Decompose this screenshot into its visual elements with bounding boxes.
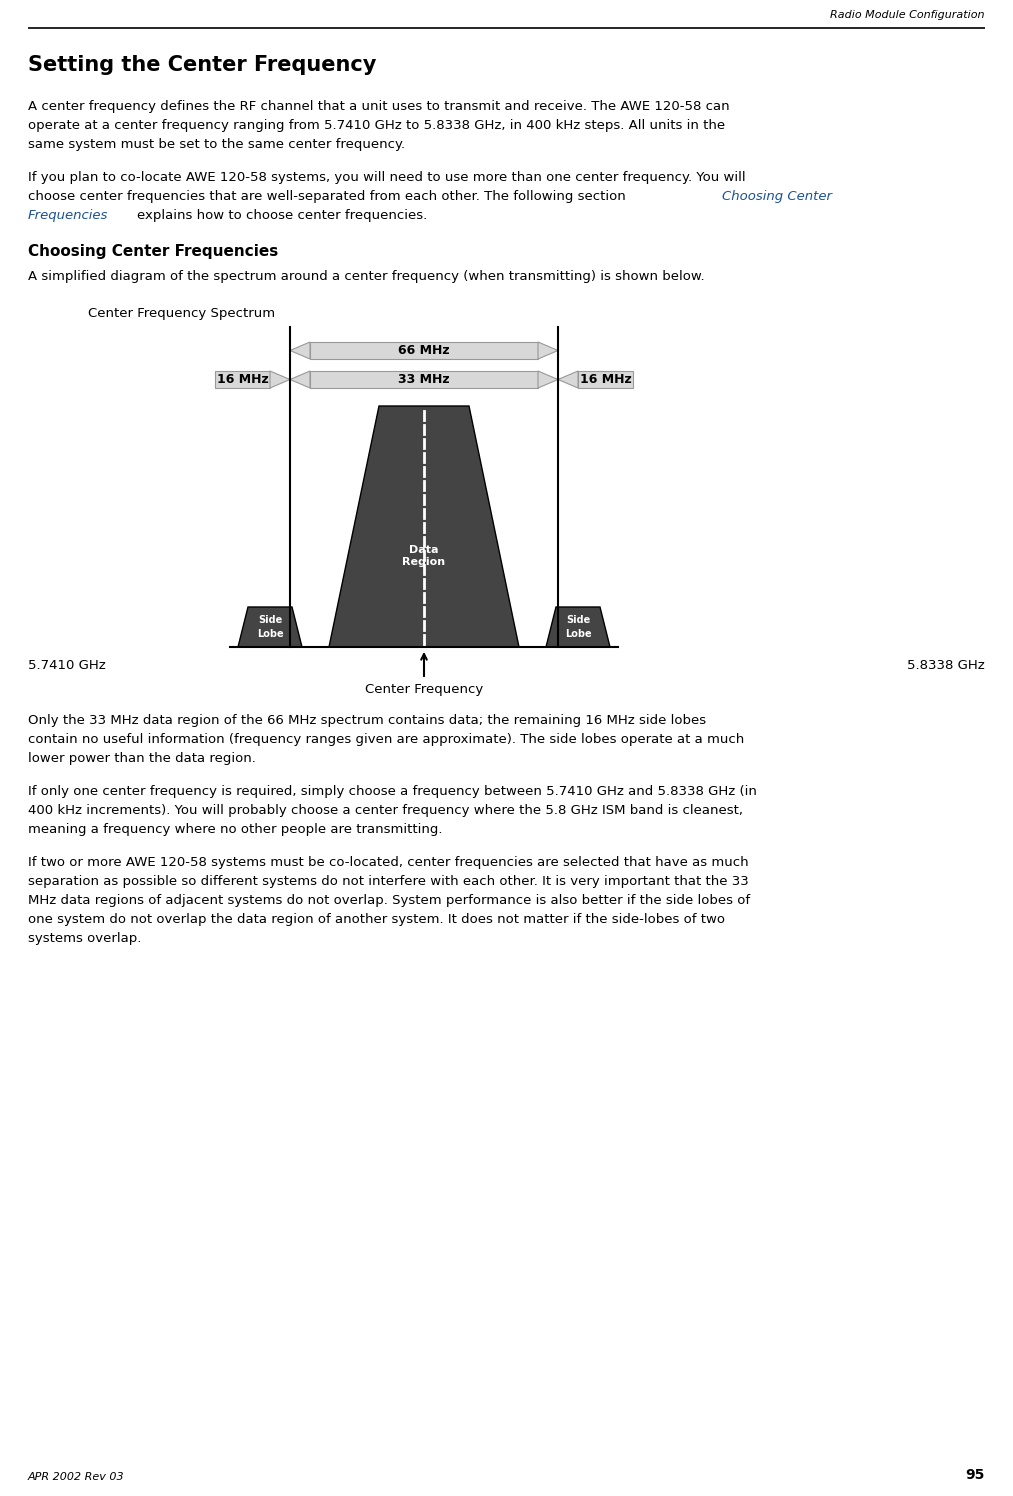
Polygon shape xyxy=(546,607,610,646)
Text: Side: Side xyxy=(258,615,283,625)
Text: one system do not overlap the data region of another system. It does not matter : one system do not overlap the data regio… xyxy=(28,913,725,926)
Text: 33 MHz: 33 MHz xyxy=(398,373,450,386)
Text: Side: Side xyxy=(566,615,591,625)
Polygon shape xyxy=(290,343,310,359)
Text: choose center frequencies that are well-separated from each other. The following: choose center frequencies that are well-… xyxy=(28,190,630,203)
Text: 95: 95 xyxy=(965,1468,985,1483)
Text: Choosing Center: Choosing Center xyxy=(722,190,832,203)
Text: Choosing Center Frequencies: Choosing Center Frequencies xyxy=(28,244,279,259)
Text: APR 2002 Rev 03: APR 2002 Rev 03 xyxy=(28,1472,125,1483)
Text: Data: Data xyxy=(409,546,439,555)
Text: Region: Region xyxy=(402,558,446,567)
Text: explains how to choose center frequencies.: explains how to choose center frequencie… xyxy=(120,209,427,221)
FancyBboxPatch shape xyxy=(578,371,633,387)
FancyBboxPatch shape xyxy=(310,371,538,387)
Text: Frequencies: Frequencies xyxy=(28,209,108,221)
Text: 5.7410 GHz: 5.7410 GHz xyxy=(28,660,105,672)
Text: A center frequency defines the RF channel that a unit uses to transmit and recei: A center frequency defines the RF channe… xyxy=(28,100,729,114)
Text: contain no useful information (frequency ranges given are approximate). The side: contain no useful information (frequency… xyxy=(28,733,745,747)
Text: 16 MHz: 16 MHz xyxy=(217,373,268,386)
Text: Radio Module Configuration: Radio Module Configuration xyxy=(831,10,985,19)
Text: Center Frequency: Center Frequency xyxy=(365,684,483,696)
Text: separation as possible so different systems do not interfere with each other. It: separation as possible so different syst… xyxy=(28,875,749,889)
Text: operate at a center frequency ranging from 5.7410 GHz to 5.8338 GHz, in 400 kHz : operate at a center frequency ranging fr… xyxy=(28,120,725,132)
Text: MHz data regions of adjacent systems do not overlap. System performance is also : MHz data regions of adjacent systems do … xyxy=(28,895,750,907)
Text: Center Frequency Spectrum: Center Frequency Spectrum xyxy=(88,307,276,320)
Text: 66 MHz: 66 MHz xyxy=(398,344,450,358)
Text: If you plan to co-locate AWE 120-58 systems, you will need to use more than one : If you plan to co-locate AWE 120-58 syst… xyxy=(28,171,746,184)
Text: If two or more AWE 120-58 systems must be co-located, center frequencies are sel: If two or more AWE 120-58 systems must b… xyxy=(28,856,749,869)
Text: 16 MHz: 16 MHz xyxy=(579,373,631,386)
Text: meaning a frequency where no other people are transmitting.: meaning a frequency where no other peopl… xyxy=(28,823,443,836)
Polygon shape xyxy=(290,371,310,387)
Polygon shape xyxy=(558,371,578,387)
Text: Setting the Center Frequency: Setting the Center Frequency xyxy=(28,55,377,75)
Polygon shape xyxy=(538,343,558,359)
Text: lower power than the data region.: lower power than the data region. xyxy=(28,752,256,764)
Text: 5.8338 GHz: 5.8338 GHz xyxy=(908,660,985,672)
Polygon shape xyxy=(329,405,519,646)
Polygon shape xyxy=(538,371,558,387)
Polygon shape xyxy=(270,371,290,387)
FancyBboxPatch shape xyxy=(310,343,538,359)
Text: same system must be set to the same center frequency.: same system must be set to the same cent… xyxy=(28,138,405,151)
Text: 400 kHz increments). You will probably choose a center frequency where the 5.8 G: 400 kHz increments). You will probably c… xyxy=(28,803,743,817)
Text: Lobe: Lobe xyxy=(256,628,284,639)
Text: Only the 33 MHz data region of the 66 MHz spectrum contains data; the remaining : Only the 33 MHz data region of the 66 MH… xyxy=(28,714,706,727)
FancyBboxPatch shape xyxy=(215,371,270,387)
Text: If only one center frequency is required, simply choose a frequency between 5.74: If only one center frequency is required… xyxy=(28,785,757,797)
Text: Lobe: Lobe xyxy=(564,628,592,639)
Text: systems overlap.: systems overlap. xyxy=(28,932,142,945)
Polygon shape xyxy=(238,607,302,646)
Text: A simplified diagram of the spectrum around a center frequency (when transmittin: A simplified diagram of the spectrum aro… xyxy=(28,269,705,283)
